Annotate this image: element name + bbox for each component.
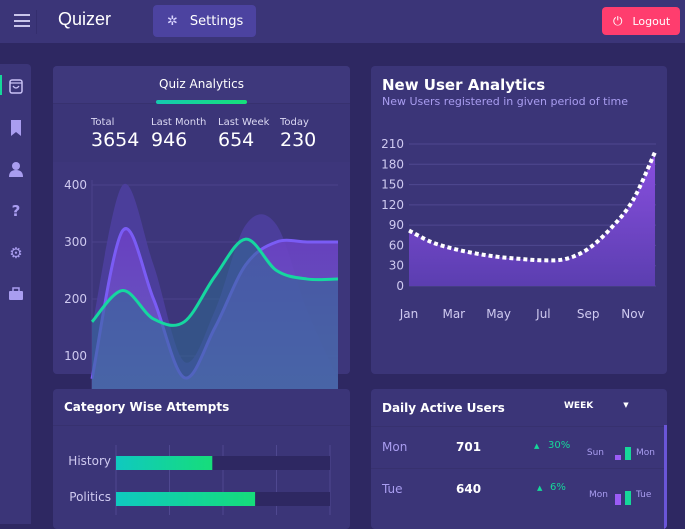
- area-fill: [409, 152, 655, 286]
- quiz-analytics-tab[interactable]: Quiz Analytics: [53, 66, 350, 104]
- stat-total: Total 3654: [91, 117, 140, 151]
- x-tick-label: Nov: [621, 307, 644, 321]
- up-arrow-icon: ▲: [537, 484, 543, 492]
- logout-label: Logout: [632, 14, 671, 28]
- y-tick-label: 210: [381, 137, 404, 151]
- hamburger-menu-icon[interactable]: [14, 14, 30, 27]
- stats-row: Total 3654 Last Month 946 Last Week 654 Tod…: [53, 117, 350, 163]
- active-indicator: [0, 75, 2, 95]
- x-tick-label: May: [486, 307, 511, 321]
- y-tick-label: 0: [396, 279, 404, 293]
- caret-down-icon: ▼: [623, 401, 629, 409]
- cur-day-label: Tue: [636, 490, 652, 500]
- period-dropdown[interactable]: WEEK ▼: [564, 401, 629, 411]
- stat-last-month: Last Month 946: [151, 117, 207, 151]
- new-user-title: New User Analytics: [382, 76, 546, 94]
- y-tick-label: 300: [64, 235, 87, 249]
- logout-button[interactable]: ⏻ Logout: [602, 7, 680, 35]
- power-icon: ⏻: [613, 13, 623, 28]
- cur-day-bar: [625, 491, 631, 505]
- daily-title: Daily Active Users: [382, 401, 505, 415]
- day-value: 701: [456, 440, 482, 454]
- settings-button[interactable]: ✲ Settings: [153, 5, 256, 37]
- cur-day-bar: [625, 447, 631, 460]
- y-tick-label: 100: [64, 349, 87, 363]
- new-user-subtitle: New Users registered in given period of …: [382, 95, 629, 108]
- category-label: History: [68, 454, 111, 468]
- divider: [36, 10, 37, 34]
- day-label: Mon: [382, 440, 408, 454]
- daily-row: Mon 701 ▲ 30% Sun Mon: [371, 426, 664, 468]
- gear-icon: ✲: [167, 13, 178, 29]
- stat-last-week: Last Week 654: [218, 117, 270, 151]
- prev-day-label: Sun: [586, 448, 604, 458]
- bar-politics: [116, 492, 256, 506]
- question-icon[interactable]: ?: [11, 202, 21, 220]
- shopping-bag-icon[interactable]: [8, 78, 24, 94]
- y-tick-label: 60: [389, 238, 404, 252]
- teal-line-fill: [92, 239, 338, 390]
- briefcase-icon[interactable]: [8, 287, 24, 303]
- category-chart: History Politics: [68, 445, 331, 515]
- quiz-analytics-chart: 400 300 200 100: [64, 178, 339, 390]
- x-tick-label: Jan: [399, 307, 419, 321]
- tab-underline: [156, 100, 247, 104]
- gear-icon[interactable]: ⚙: [9, 244, 23, 262]
- prev-day-bar: [615, 493, 621, 505]
- bookmark-icon[interactable]: [8, 119, 24, 136]
- prev-day-label: Mon: [589, 490, 608, 500]
- day-value: 640: [456, 482, 482, 496]
- x-tick-label: Jul: [535, 307, 550, 321]
- brand-logo: Quizer: [58, 9, 112, 29]
- y-tick-label: 150: [381, 178, 404, 192]
- x-tick-label: Mar: [442, 307, 465, 321]
- period-value: WEEK: [564, 401, 594, 411]
- sidebar: ? ⚙: [0, 64, 31, 524]
- day-label: Tue: [382, 482, 403, 496]
- bar-history: [116, 456, 213, 470]
- y-tick-label: 200: [64, 292, 87, 306]
- teal-line: [90, 237, 339, 327]
- x-tick-label: Sep: [577, 307, 600, 321]
- y-tick-label: 90: [389, 218, 404, 232]
- top-bar: Quizer ✲ Settings ⏻ Logout: [0, 0, 685, 43]
- change-percent: 30%: [548, 440, 571, 451]
- category-title: Category Wise Attempts: [53, 389, 350, 426]
- user-icon[interactable]: [8, 161, 24, 177]
- y-tick-label: 120: [381, 198, 404, 212]
- new-user-chart: 210 180 150 120 90 60 30 0 Jan Mar May Jul Sep Nov: [381, 137, 657, 321]
- settings-label: Settings: [189, 13, 244, 29]
- daily-row: Tue 640 ▲ 6% Mon Tue: [371, 468, 664, 510]
- dotted-line: [408, 151, 657, 263]
- category-label: Politics: [69, 490, 111, 504]
- y-tick-label: 400: [64, 178, 87, 192]
- y-tick-label: 180: [381, 157, 404, 171]
- scrollbar[interactable]: [664, 425, 667, 529]
- stat-today: Today 230: [280, 117, 317, 151]
- y-tick-label: 30: [389, 259, 404, 273]
- change-percent: 6%: [550, 482, 566, 493]
- daily-active-users-card: Daily Active Users WEEK ▼ Mon 701 ▲ 30% S…: [371, 389, 667, 529]
- cur-day-label: Mon: [636, 448, 655, 458]
- prev-day-bar: [615, 455, 621, 460]
- up-arrow-icon: ▲: [534, 442, 540, 450]
